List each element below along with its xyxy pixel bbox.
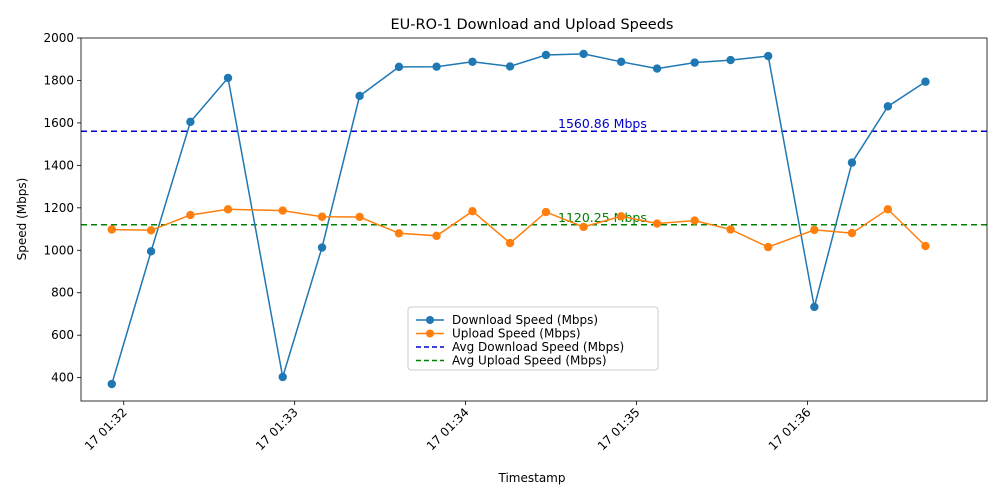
data-point — [355, 212, 364, 222]
average-lines: 1560.86 Mbps 1120.25 Mbps — [81, 116, 987, 226]
data-point — [432, 62, 441, 71]
data-point — [278, 372, 287, 382]
data-point — [317, 212, 327, 221]
x-tick-label: 17 01:36 — [766, 405, 814, 453]
series-line — [111, 208, 927, 248]
data-point — [505, 238, 515, 248]
data-point — [468, 207, 477, 216]
data-point — [107, 379, 116, 389]
data-point — [541, 50, 551, 60]
x-tick-label: 17 01:35 — [595, 405, 643, 453]
y-tick-label: 1000 — [43, 243, 74, 257]
y-tick-label: 2000 — [43, 31, 74, 45]
legend-label: Download Speed (Mbps) — [452, 313, 598, 327]
x-tick-label: 17 01:32 — [82, 405, 130, 453]
data-point — [186, 117, 195, 127]
data-point — [921, 77, 930, 86]
data-point — [432, 231, 441, 241]
y-tick-label: 1400 — [43, 158, 74, 172]
data-point — [186, 210, 195, 220]
data-point — [652, 64, 662, 73]
data-point — [616, 212, 626, 221]
data-point — [394, 229, 404, 238]
series-layer — [107, 49, 930, 389]
y-tick-label: 1200 — [43, 201, 74, 215]
y-tick-label: 400 — [51, 371, 74, 385]
data-point — [146, 226, 156, 235]
data-point — [810, 302, 819, 312]
data-point — [883, 102, 893, 111]
data-point — [223, 205, 233, 214]
axes-layer: 400 600 800 1000 1200 1400 1600 1800 2000 17 01:3… — [43, 31, 988, 453]
chart-title: EU-RO-1 Download and Upload Speeds — [391, 17, 674, 33]
data-point — [847, 228, 857, 238]
data-point — [317, 243, 327, 252]
x-tick-label: 17 01:33 — [253, 405, 301, 453]
legend: Download Speed (Mbps)Upload Speed (Mbps)… — [407, 306, 659, 371]
data-point — [107, 225, 116, 234]
legend-label: Avg Download Speed (Mbps) — [452, 340, 624, 354]
data-point — [726, 225, 735, 234]
data-point — [468, 57, 477, 66]
y-tick-label: 1600 — [43, 116, 74, 130]
data-point — [505, 62, 515, 71]
data-point — [690, 58, 699, 67]
data-point — [616, 57, 626, 66]
data-point — [579, 49, 588, 59]
plot-frame — [80, 37, 988, 402]
series-line — [111, 53, 926, 385]
data-point — [223, 73, 233, 83]
x-tick-label: 17 01:34 — [424, 405, 472, 453]
data-point — [847, 158, 857, 167]
avg-line-label: 1560.86 Mbps — [558, 116, 647, 131]
x-axis-title: Timestamp — [498, 471, 566, 485]
avg-line-label: 1120.25 Mbps — [558, 210, 647, 225]
legend-swatch-marker — [426, 316, 434, 324]
data-point — [883, 205, 893, 214]
legend-box — [407, 306, 659, 371]
legend-label: Avg Upload Speed (Mbps) — [452, 354, 607, 368]
data-point — [394, 62, 404, 72]
legend-swatch-marker — [426, 329, 434, 338]
data-point — [355, 91, 364, 101]
data-point — [652, 219, 662, 228]
legend-label: Upload Speed (Mbps) — [452, 327, 581, 341]
data-point — [726, 55, 735, 65]
data-point — [278, 206, 287, 215]
data-point — [146, 247, 156, 256]
data-point — [763, 51, 773, 61]
data-point — [541, 207, 551, 217]
data-point — [921, 241, 930, 251]
y-axis-title: Speed (Mbps) — [15, 178, 29, 261]
y-tick-label: 800 — [51, 286, 74, 300]
data-point — [810, 225, 819, 235]
y-tick-label: 1800 — [43, 73, 74, 87]
data-point — [579, 222, 588, 232]
y-tick-label: 600 — [51, 328, 74, 342]
data-point — [763, 242, 773, 252]
data-point — [690, 216, 699, 225]
